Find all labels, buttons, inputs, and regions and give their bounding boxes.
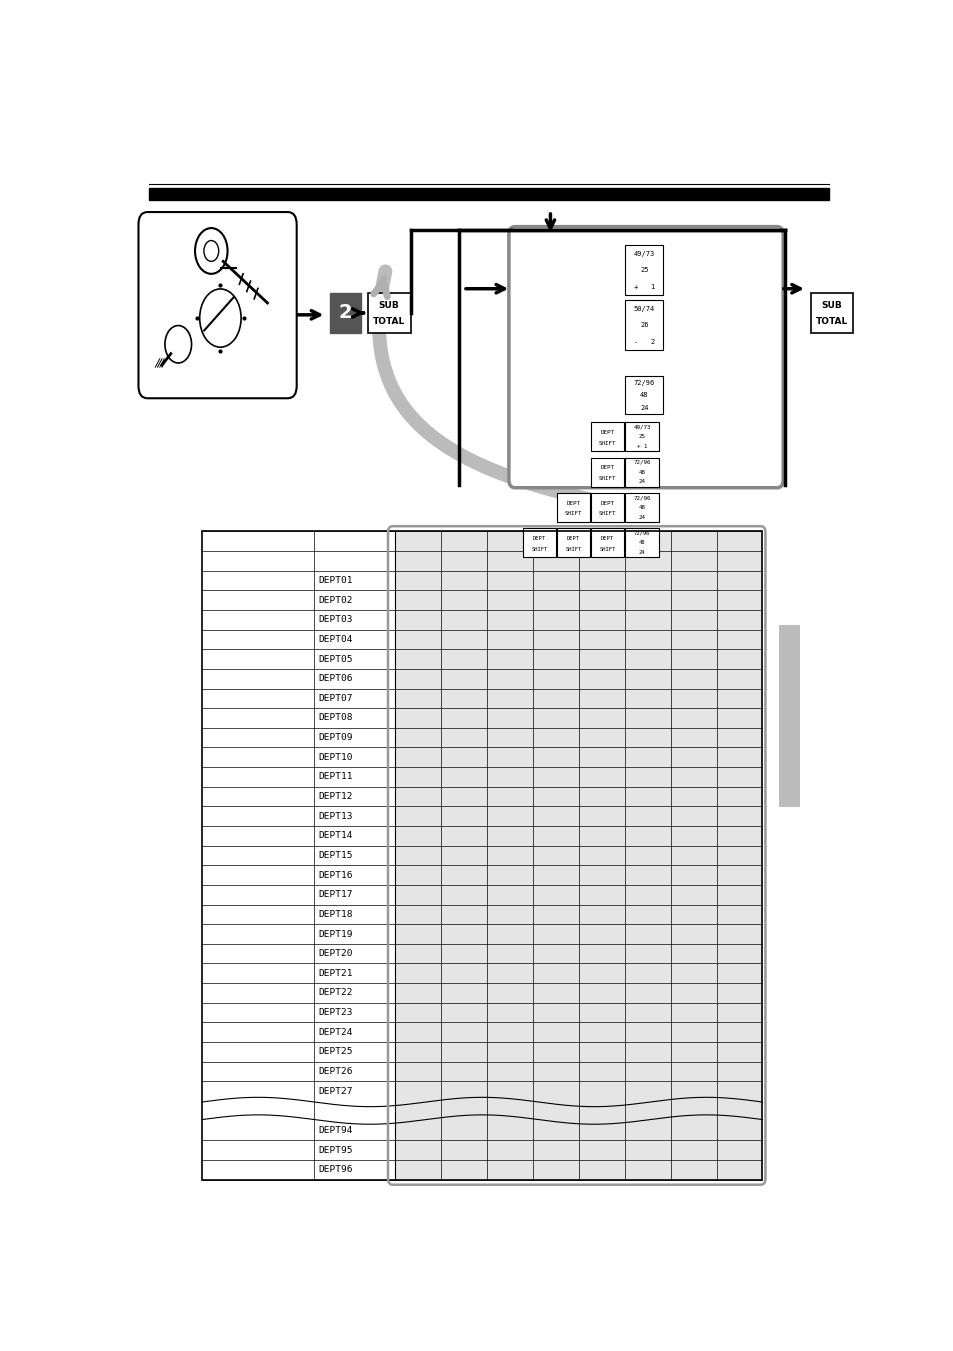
Text: DEPT26: DEPT26 xyxy=(318,1067,353,1075)
Text: 72/96: 72/96 xyxy=(633,380,654,385)
Text: 72/96: 72/96 xyxy=(633,531,649,535)
Text: SHIFT: SHIFT xyxy=(598,440,616,446)
Text: DEPT05: DEPT05 xyxy=(318,655,353,663)
Text: DEPT20: DEPT20 xyxy=(318,950,353,958)
Text: DEPT24: DEPT24 xyxy=(318,1028,353,1036)
Text: DEPT: DEPT xyxy=(566,501,579,505)
Text: DEPT: DEPT xyxy=(566,536,579,540)
Text: 48: 48 xyxy=(638,470,645,474)
Bar xyxy=(591,528,623,558)
Text: DEPT03: DEPT03 xyxy=(318,615,353,624)
Bar xyxy=(624,493,659,521)
Text: DEPT17: DEPT17 xyxy=(318,890,353,900)
Text: DEPT: DEPT xyxy=(599,430,614,435)
Bar xyxy=(779,626,800,807)
Bar xyxy=(624,246,662,296)
Bar xyxy=(202,531,761,1179)
Text: DEPT07: DEPT07 xyxy=(318,694,353,703)
Text: DEPT19: DEPT19 xyxy=(318,929,353,939)
FancyBboxPatch shape xyxy=(508,227,782,488)
Bar xyxy=(202,531,761,1179)
Text: DEPT08: DEPT08 xyxy=(318,713,353,723)
Bar xyxy=(149,188,828,200)
Bar xyxy=(591,423,623,451)
Bar xyxy=(624,458,659,486)
Bar xyxy=(591,458,623,486)
Text: DEPT16: DEPT16 xyxy=(318,870,353,880)
Text: DEPT23: DEPT23 xyxy=(318,1008,353,1017)
Bar xyxy=(367,293,410,332)
Text: DEPT09: DEPT09 xyxy=(318,734,353,742)
Text: DEPT22: DEPT22 xyxy=(318,989,353,997)
Text: DEPT15: DEPT15 xyxy=(318,851,353,861)
Text: DEPT27: DEPT27 xyxy=(318,1086,353,1096)
Bar xyxy=(624,528,659,558)
Text: 24: 24 xyxy=(639,550,644,555)
Text: DEPT12: DEPT12 xyxy=(318,792,353,801)
Text: SUB: SUB xyxy=(378,301,399,311)
Text: 48: 48 xyxy=(639,392,648,399)
Text: TOTAL: TOTAL xyxy=(373,317,405,326)
Text: DEPT14: DEPT14 xyxy=(318,831,353,840)
Text: DEPT01: DEPT01 xyxy=(318,576,353,585)
Text: 72/96: 72/96 xyxy=(633,459,650,465)
Text: 25: 25 xyxy=(639,267,648,273)
Bar xyxy=(395,531,761,1179)
Text: DEPT10: DEPT10 xyxy=(318,753,353,762)
Text: 72/96: 72/96 xyxy=(633,496,650,500)
Text: DEPT02: DEPT02 xyxy=(318,596,353,605)
Text: DEPT25: DEPT25 xyxy=(318,1047,353,1056)
Text: 50/74: 50/74 xyxy=(633,305,654,312)
Text: SHIFT: SHIFT xyxy=(598,547,615,551)
Text: 48: 48 xyxy=(638,505,645,509)
Text: +   1: + 1 xyxy=(633,284,654,290)
Text: 49/73: 49/73 xyxy=(633,424,650,430)
Text: DEPT11: DEPT11 xyxy=(318,773,353,781)
Text: DEPT04: DEPT04 xyxy=(318,635,353,644)
Bar xyxy=(624,300,662,350)
Text: DEPT94: DEPT94 xyxy=(318,1125,353,1135)
Text: DEPT: DEPT xyxy=(599,501,614,505)
Text: DEPT: DEPT xyxy=(532,536,545,540)
Bar xyxy=(330,293,360,332)
Text: SUB: SUB xyxy=(821,301,841,311)
Text: 48: 48 xyxy=(639,540,644,546)
Text: DEPT06: DEPT06 xyxy=(318,674,353,684)
Text: SHIFT: SHIFT xyxy=(598,512,616,516)
Bar xyxy=(557,528,589,558)
Text: 24: 24 xyxy=(638,515,645,520)
Text: 24: 24 xyxy=(639,404,648,411)
Text: DEPT96: DEPT96 xyxy=(318,1165,353,1174)
Bar xyxy=(624,377,662,413)
Text: DEPT13: DEPT13 xyxy=(318,812,353,820)
Text: DEPT: DEPT xyxy=(599,465,614,470)
FancyBboxPatch shape xyxy=(138,212,296,399)
Text: 26: 26 xyxy=(639,323,648,328)
Text: SHIFT: SHIFT xyxy=(531,547,547,551)
Text: 24: 24 xyxy=(638,480,645,484)
Bar xyxy=(557,493,589,521)
Text: + 1: + 1 xyxy=(636,444,646,449)
Text: 25: 25 xyxy=(638,434,645,439)
Text: SHIFT: SHIFT xyxy=(564,512,581,516)
Text: -   2: - 2 xyxy=(633,339,654,345)
Text: TOTAL: TOTAL xyxy=(815,317,847,326)
Text: 2: 2 xyxy=(338,304,352,323)
Text: DEPT21: DEPT21 xyxy=(318,969,353,978)
Bar xyxy=(591,493,623,521)
Bar xyxy=(522,528,555,558)
Text: DEPT: DEPT xyxy=(600,536,613,540)
Text: SHIFT: SHIFT xyxy=(564,547,580,551)
Bar xyxy=(810,293,853,332)
Text: DEPT95: DEPT95 xyxy=(318,1146,353,1155)
Bar xyxy=(624,423,659,451)
Text: 49/73: 49/73 xyxy=(633,251,654,257)
Text: SHIFT: SHIFT xyxy=(598,476,616,481)
Text: DEPT18: DEPT18 xyxy=(318,909,353,919)
